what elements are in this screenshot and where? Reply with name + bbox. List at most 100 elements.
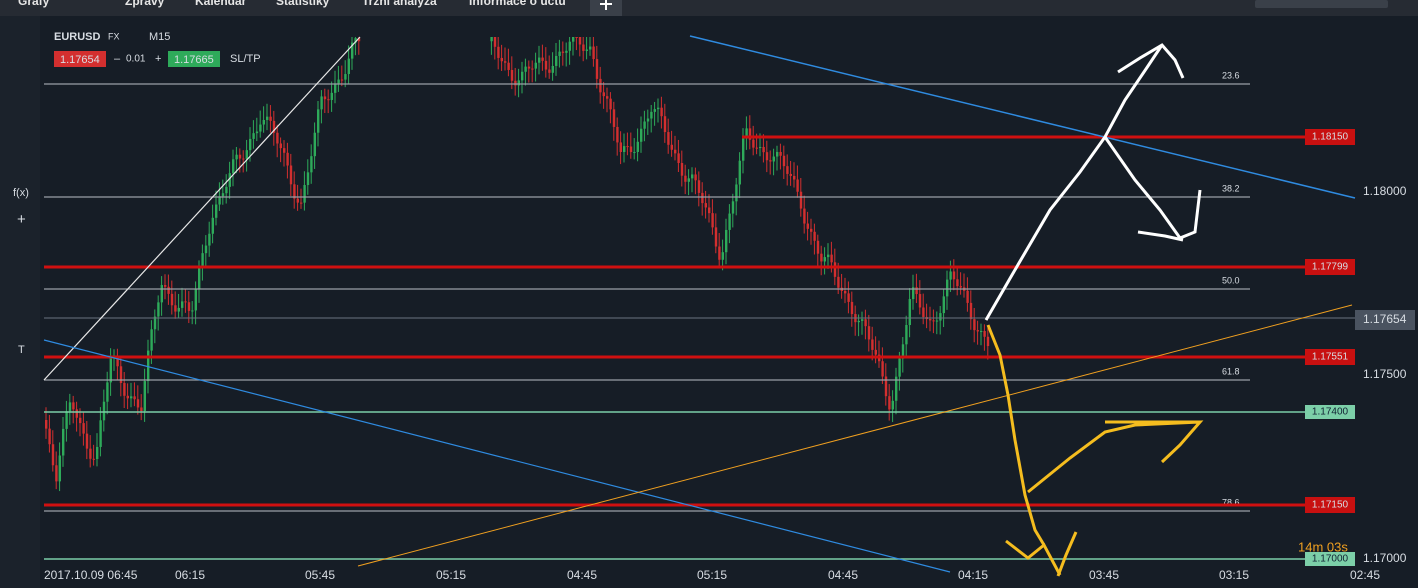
candle-body (130, 396, 133, 399)
market: FX (108, 31, 120, 41)
candle-body (772, 156, 775, 162)
candle-body (650, 111, 653, 119)
candle-body (323, 96, 327, 100)
tab[interactable]: Informace o účtu (469, 0, 566, 8)
candle-body (874, 349, 877, 355)
candle-body (738, 160, 741, 185)
drawings (43, 35, 1356, 577)
candle-body (956, 279, 959, 287)
candle-body (524, 66, 527, 72)
candle-body (194, 288, 197, 311)
tab[interactable]: Kalendář (195, 0, 247, 8)
tab[interactable]: Statistiky (276, 0, 330, 8)
candle-body (534, 62, 537, 69)
candle-body (276, 132, 279, 144)
price-label: 1.17654 (1363, 312, 1407, 326)
candle-body (561, 51, 565, 53)
candle-body (334, 83, 337, 93)
freehand (1056, 531, 1078, 577)
symbol[interactable]: EURUSD (54, 31, 101, 43)
candle-body (891, 400, 894, 410)
candle-body (106, 382, 109, 402)
minus[interactable]: – (114, 53, 121, 65)
candle-body (317, 109, 320, 133)
candle-body (82, 423, 85, 434)
candle-body (623, 146, 626, 152)
timeframe[interactable]: M15 (149, 31, 170, 43)
price-label: 1.17500 (1363, 367, 1407, 381)
candle-body (969, 302, 973, 320)
candle-body (283, 148, 286, 153)
time-label: 03:45 (1089, 568, 1119, 582)
account-box (1255, 0, 1388, 8)
candle-body (901, 344, 905, 359)
candle-body (238, 154, 242, 159)
candle-body (85, 433, 89, 449)
level-label: 1.17150 (1312, 500, 1349, 511)
candle-body (867, 326, 871, 340)
time-label: 05:45 (305, 568, 335, 582)
tool[interactable]: + (17, 211, 26, 228)
fib-label: 38.2 (1222, 183, 1240, 193)
candle-body (177, 307, 180, 312)
bid-box[interactable] (54, 51, 106, 67)
candle-body (514, 80, 517, 86)
candle-body (585, 49, 588, 51)
level-label: 1.17551 (1312, 352, 1349, 363)
ask: 1.17665 (174, 54, 214, 66)
tab[interactable]: Zprávy (125, 0, 165, 8)
step[interactable]: 0.01 (126, 54, 146, 65)
time-label: 2017.10.09 06:45 (44, 568, 138, 582)
candle-body (653, 109, 656, 112)
time-label: 03:15 (1219, 568, 1249, 582)
candle-body (793, 175, 796, 180)
fib-label: 78.6 (1222, 497, 1240, 507)
tab[interactable]: Grafy (18, 0, 50, 8)
candle-body (850, 301, 854, 315)
tab[interactable]: Tržní analýza (362, 0, 437, 8)
candle-body (677, 153, 680, 163)
candle-body (718, 246, 721, 260)
candle-body (72, 402, 75, 410)
level-tag (1305, 552, 1355, 566)
candle-body (306, 172, 310, 186)
ask-box[interactable] (168, 51, 220, 67)
candle-body (820, 253, 823, 262)
candle-body (572, 37, 575, 42)
candle-body (157, 302, 160, 317)
candle-body (58, 455, 61, 482)
time-label: 05:15 (436, 568, 466, 582)
candle-body (293, 184, 296, 199)
candle-body (136, 399, 140, 408)
candle-body (966, 290, 969, 303)
candle-body (45, 420, 48, 429)
candle-body (765, 152, 769, 161)
candle-body (898, 358, 901, 377)
tool[interactable]: f(x) (13, 187, 29, 199)
candle-body (589, 46, 592, 50)
candle-body (147, 350, 150, 382)
candle-body (170, 293, 174, 306)
sltp[interactable]: SL/TP (230, 53, 261, 65)
candle-body (242, 158, 245, 160)
candle-body (735, 184, 738, 202)
candle-body (952, 271, 956, 280)
candle-body (296, 198, 299, 203)
plus[interactable]: + (155, 53, 161, 65)
level-label: 1.17000 (1312, 554, 1349, 565)
candle-body (133, 396, 136, 400)
candle-body (527, 66, 531, 69)
bid: 1.17654 (60, 54, 100, 66)
candle-body (959, 286, 962, 288)
candle-body (181, 301, 184, 308)
candle-body (745, 128, 748, 139)
freehand (1005, 539, 1062, 576)
tool[interactable]: T (18, 344, 25, 356)
candle-body (786, 166, 789, 174)
candle-body (582, 44, 585, 51)
candle-body (837, 276, 840, 288)
candle-body (320, 96, 323, 110)
candle-body (497, 46, 500, 58)
candle-body (884, 376, 888, 397)
candle-body (204, 245, 208, 254)
